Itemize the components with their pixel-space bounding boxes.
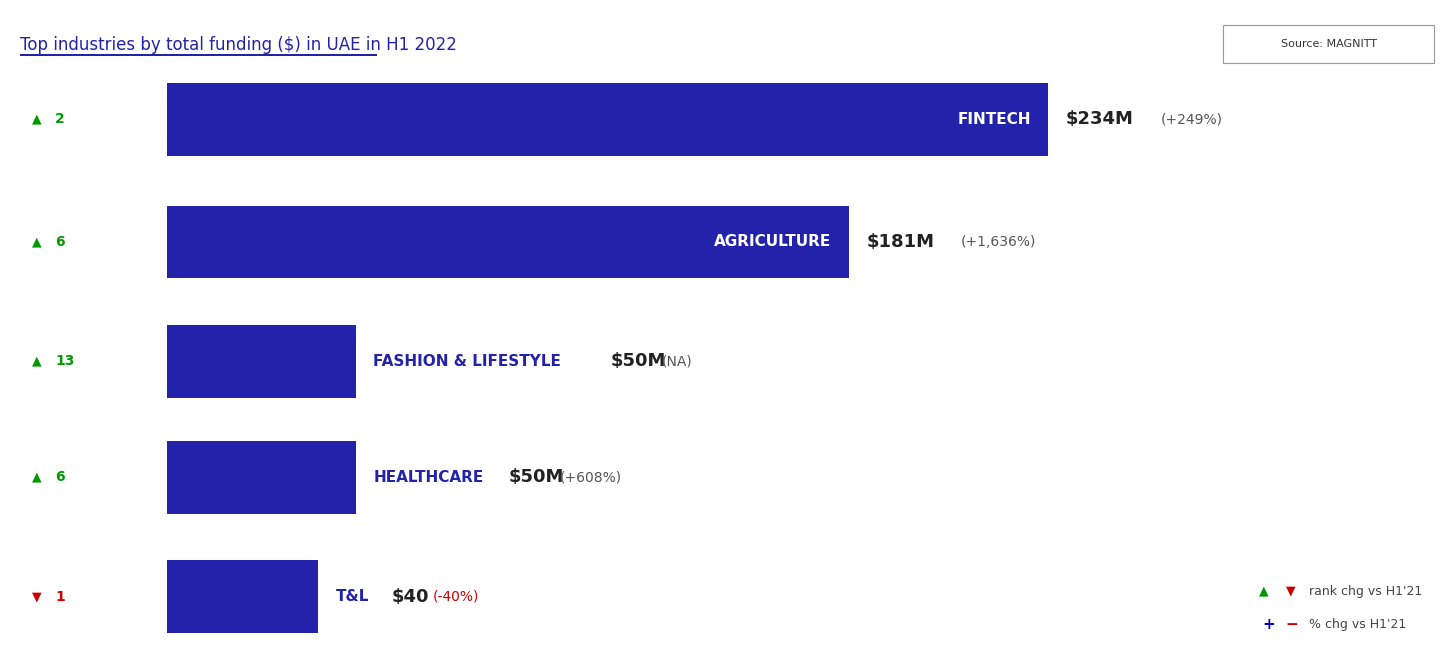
Bar <box>167 83 1048 156</box>
Text: (+1,636%): (+1,636%) <box>961 235 1037 249</box>
Text: T&L: T&L <box>335 589 368 604</box>
Bar <box>167 325 355 398</box>
Text: FINTECH: FINTECH <box>958 112 1031 127</box>
Text: ▲: ▲ <box>32 113 42 126</box>
Text: (NA): (NA) <box>662 354 693 369</box>
Text: AGRICULTURE: AGRICULTURE <box>713 235 831 249</box>
Bar <box>167 206 849 278</box>
Text: ▲: ▲ <box>32 235 42 249</box>
Text: 6: 6 <box>55 235 66 249</box>
Text: 1: 1 <box>55 589 66 604</box>
Text: (+249%): (+249%) <box>1160 112 1223 127</box>
Text: FASHION & LIFESTYLE: FASHION & LIFESTYLE <box>373 354 561 369</box>
Text: (+608%): (+608%) <box>559 470 622 485</box>
Text: ▲: ▲ <box>32 471 42 484</box>
Bar <box>20 54 377 56</box>
Text: ▼: ▼ <box>32 590 42 603</box>
FancyBboxPatch shape <box>1223 25 1434 63</box>
Text: $40: $40 <box>392 587 430 606</box>
Text: (-40%): (-40%) <box>432 589 479 604</box>
Bar <box>167 441 355 514</box>
Text: ▼: ▼ <box>1286 585 1296 598</box>
Text: 6: 6 <box>55 470 66 485</box>
Text: Top industries by total funding ($) in UAE in H1 2022: Top industries by total funding ($) in U… <box>20 36 457 54</box>
Text: % chg vs H1'21: % chg vs H1'21 <box>1309 618 1406 631</box>
Text: ▲: ▲ <box>32 355 42 368</box>
Text: −: − <box>1286 617 1299 632</box>
Text: Source: MAGNITT: Source: MAGNITT <box>1281 38 1376 49</box>
Text: 13: 13 <box>55 354 74 369</box>
Bar <box>167 560 317 633</box>
Text: $50M: $50M <box>610 352 667 371</box>
Text: ▲: ▲ <box>1259 585 1270 598</box>
Text: $50M: $50M <box>508 468 563 487</box>
Text: rank chg vs H1'21: rank chg vs H1'21 <box>1309 585 1423 598</box>
Text: HEALTHCARE: HEALTHCARE <box>373 470 483 485</box>
Text: $234M: $234M <box>1066 110 1134 129</box>
Text: +: + <box>1262 617 1275 632</box>
Text: $181M: $181M <box>866 233 935 251</box>
Text: 2: 2 <box>55 112 66 127</box>
